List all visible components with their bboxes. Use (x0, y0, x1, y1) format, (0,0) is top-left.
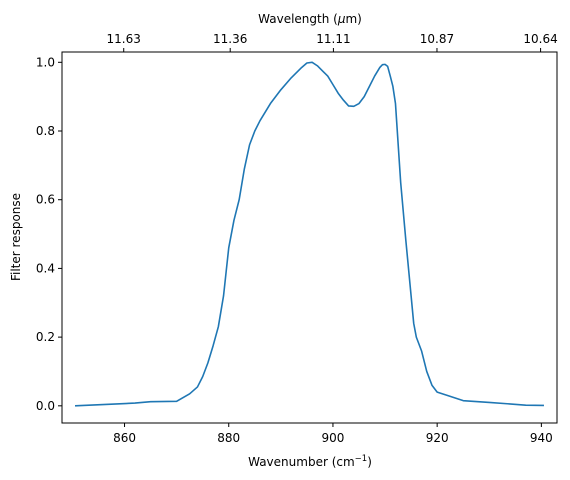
series-line-filter-response (74, 61, 544, 407)
top-tick-label: 11.63 (107, 32, 141, 46)
plot-frame (61, 51, 558, 424)
x-axis-ticks: 860 880 900 920 940 (113, 423, 553, 445)
x-tick-label: 900 (321, 431, 344, 445)
top-tick-label: 10.64 (523, 32, 557, 46)
y-tick-label: 0.0 (36, 399, 55, 413)
y-axis-label: Filter response (9, 193, 23, 281)
top-axis-ticks: 11.63 11.36 11.11 10.87 10.64 (107, 32, 558, 52)
top-tick-label: 10.87 (420, 32, 454, 46)
x-tick-label: 940 (530, 431, 553, 445)
x-axis-label: Wavenumber (cm−1) (248, 454, 372, 469)
top-axis-label: Wavelength (μm) (258, 12, 362, 26)
x-tick-label: 880 (217, 431, 240, 445)
y-tick-label: 0.8 (36, 124, 55, 138)
series-layer (74, 61, 544, 407)
y-tick-label: 0.6 (36, 193, 55, 207)
x-tick-label: 860 (113, 431, 136, 445)
top-tick-label: 11.36 (213, 32, 247, 46)
y-tick-label: 0.4 (36, 261, 55, 275)
top-tick-label: 11.11 (316, 32, 350, 46)
x-tick-label: 920 (426, 431, 449, 445)
y-axis-ticks: 0.0 0.2 0.4 0.6 0.8 1.0 (36, 55, 62, 413)
y-tick-label: 1.0 (36, 55, 55, 69)
y-tick-label: 0.2 (36, 330, 55, 344)
